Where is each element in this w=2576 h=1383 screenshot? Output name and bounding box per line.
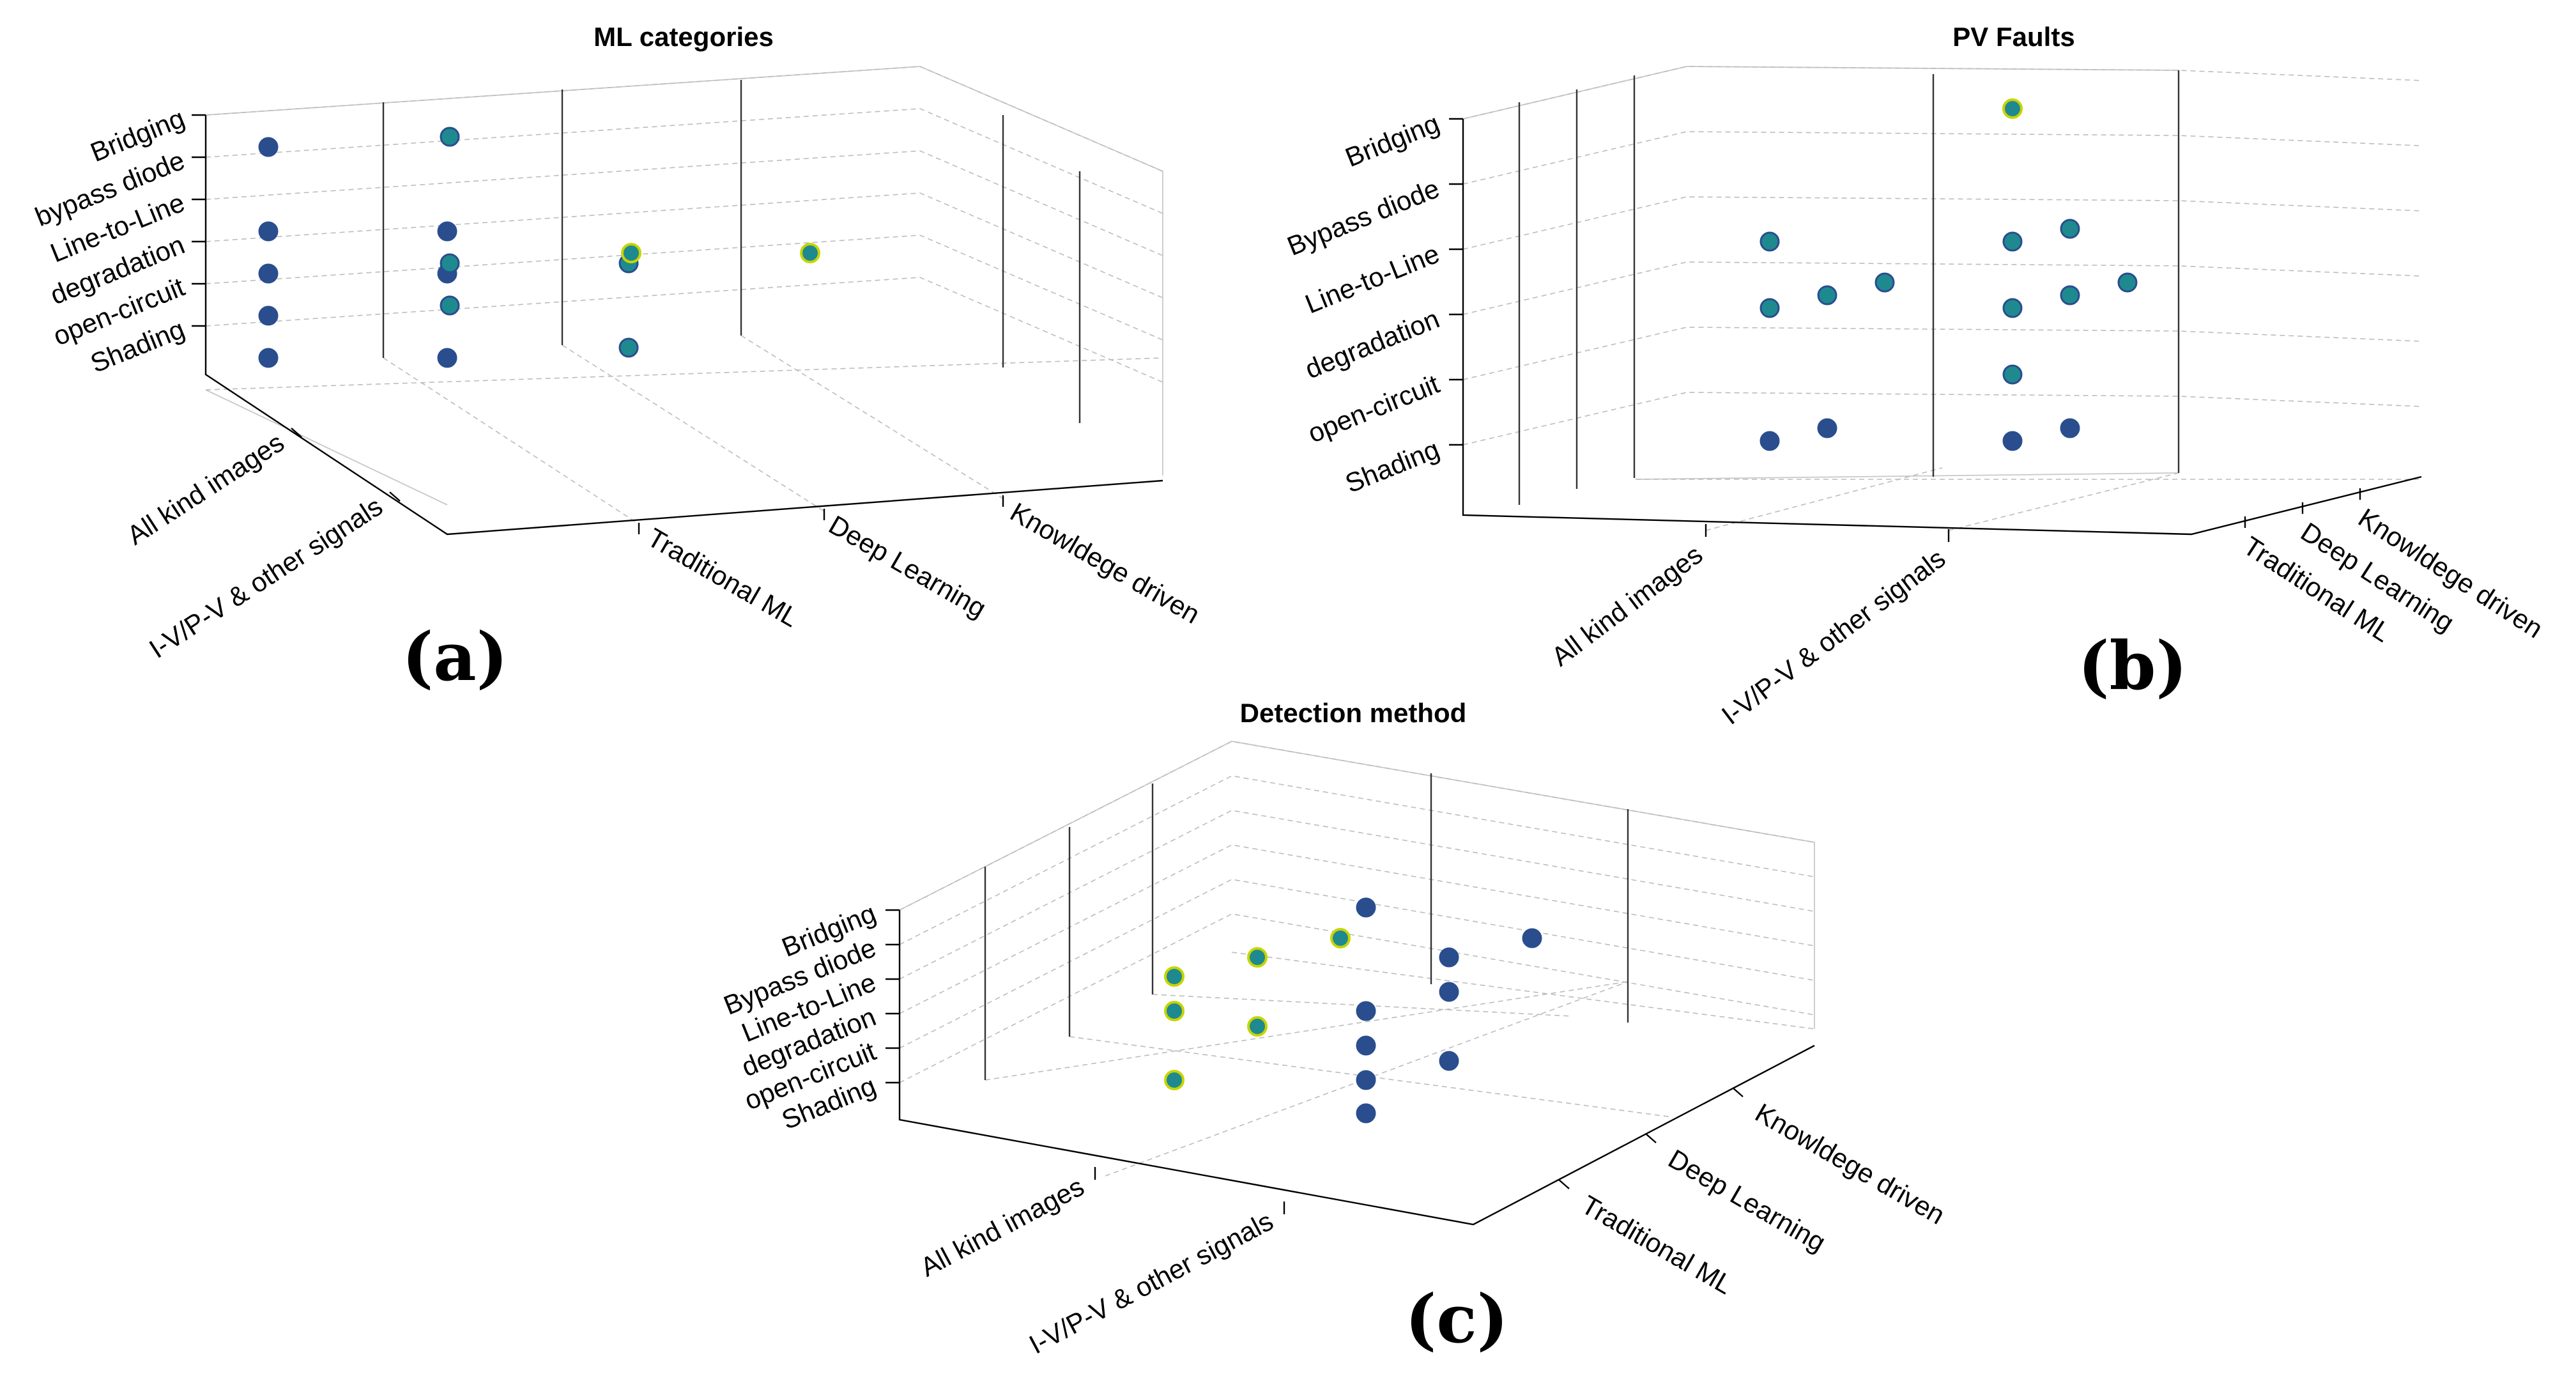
scatter-point: [1759, 231, 1780, 252]
x-tick-label: All kind images: [1546, 539, 1708, 672]
scatter-point: [1356, 1070, 1376, 1090]
scatter-point: [800, 243, 820, 263]
scatter-point: [618, 337, 639, 358]
scatter-point: [1164, 966, 1184, 987]
x-tick-label: All kind images: [121, 427, 289, 550]
data-points: [1759, 98, 2138, 451]
front-axes: [204, 115, 1163, 536]
data-points: [258, 127, 820, 368]
panel-label: (b): [2078, 626, 2187, 705]
floor-gridlines: [985, 952, 1815, 1177]
scatter-point: [1874, 272, 1895, 293]
scatter-point: [1356, 1001, 1376, 1021]
scatter-point: [440, 295, 460, 316]
scatter-point: [258, 221, 279, 242]
scatter-point: [2002, 431, 2023, 451]
scatter-point: [437, 348, 457, 368]
scatter-point: [2002, 98, 2023, 119]
z-gridlines: [899, 741, 1815, 1083]
scatter-point: [2060, 219, 2080, 239]
y-tick-labels: Traditional ML Deep Learning Knowldege d…: [643, 497, 1206, 633]
scatter-point: [1759, 431, 1780, 451]
panel-pv-faults: PV Faults: [1283, 22, 2549, 730]
panel-ml-categories: ML categories: [31, 22, 1205, 696]
front-axes: [1462, 119, 2422, 536]
scatter-point: [1356, 1035, 1376, 1056]
back-wall-frame: [205, 66, 1163, 475]
z-ticks: [1449, 118, 2361, 542]
z-ticks: [885, 909, 1744, 1214]
scatter-point: [2060, 418, 2080, 438]
x-tick-label: All kind images: [916, 1171, 1089, 1282]
panel-title: ML categories: [594, 22, 774, 52]
scatter-point: [1247, 947, 1268, 968]
scatter-point: [258, 263, 279, 284]
y-tick-label: Traditional ML: [1577, 1189, 1738, 1300]
x-tick-labels: All kind images I-V/P-V & other signals: [1546, 539, 1951, 730]
scatter-point: [440, 253, 460, 274]
panel-title: PV Faults: [1952, 22, 2074, 52]
panel-detection-method: Detection method: [719, 698, 1950, 1359]
scatter-point: [1759, 298, 1780, 318]
x-tick-labels: All kind images I-V/P-V & other signals: [121, 427, 387, 664]
scatter-point: [258, 348, 279, 368]
floor-back-line: [205, 389, 448, 506]
back-wall-frame: [899, 741, 1815, 1029]
scatter-point: [258, 137, 279, 157]
y-tick-label: Traditional ML: [643, 522, 804, 633]
scatter-point: [1164, 1070, 1184, 1090]
floor-back-line: [1635, 472, 2179, 480]
z-tick-label: open-circuit: [1303, 369, 1443, 449]
z-ticks: [192, 114, 1004, 534]
scatter-point: [1356, 897, 1376, 918]
scatter-point: [1164, 1001, 1184, 1021]
scatter-point: [1817, 285, 1837, 305]
vertical-stems: [984, 773, 1629, 1080]
z-tick-label: Shading: [1341, 434, 1444, 498]
vertical-stems: [1518, 70, 2180, 505]
scatter-point: [1356, 1103, 1376, 1124]
panel-title: Detection method: [1240, 698, 1467, 728]
floor-gridlines: [1636, 467, 2421, 531]
scatter-point: [1817, 418, 1837, 438]
data-points: [1164, 897, 1542, 1124]
vertical-stems: [382, 80, 1081, 423]
scatter-point: [1247, 1016, 1268, 1037]
scatter-point: [1439, 982, 1459, 1002]
scatter-point: [1439, 947, 1459, 968]
scatter-point: [440, 127, 460, 147]
scatter-point: [2002, 298, 2023, 318]
floor-gridlines: [205, 335, 1163, 525]
z-tick-labels: Bridging Bypass diode Line-to-Line degra…: [719, 898, 880, 1135]
scatter-point: [1439, 1051, 1459, 1071]
y-tick-label: Knowldege driven: [1006, 497, 1206, 630]
scatter-point: [437, 221, 457, 242]
z-gridlines: [205, 66, 1163, 383]
scatter-point: [2060, 285, 2080, 305]
y-tick-labels: Traditional ML Deep Learning Knowldege d…: [1577, 1097, 1951, 1300]
back-wall-frame: [1462, 66, 2179, 473]
y-tick-label: Deep Learning: [1664, 1143, 1831, 1257]
scatter-point: [1330, 928, 1351, 948]
panel-label: (a): [402, 617, 508, 696]
y-tick-label: Deep Learning: [824, 509, 992, 623]
z-tick-labels: Bridging bypass diode Line-to-Line degra…: [31, 103, 188, 378]
x-tick-labels: All kind images I-V/P-V & other signals: [916, 1171, 1278, 1359]
scatter-point: [621, 243, 641, 263]
front-axes: [898, 910, 1815, 1226]
scatter-point: [2002, 364, 2023, 385]
z-tick-labels: Bridging Bypass diode Line-to-Line degra…: [1283, 108, 1444, 498]
panel-label: (c): [1405, 1279, 1508, 1358]
z-tick-label: Bridging: [1341, 108, 1443, 173]
x-tick-label: I-V/P-V & other signals: [1716, 543, 1951, 730]
scatter-point: [1522, 928, 1542, 948]
scatter-point: [258, 305, 279, 326]
scatter-point: [2117, 272, 2138, 293]
scatter-point: [2002, 231, 2023, 252]
z-gridlines: [1462, 66, 2422, 445]
x-tick-label: I-V/P-V & other signals: [1024, 1205, 1278, 1359]
y-tick-labels: Traditional ML Deep Learning Knowldege d…: [2238, 502, 2549, 648]
